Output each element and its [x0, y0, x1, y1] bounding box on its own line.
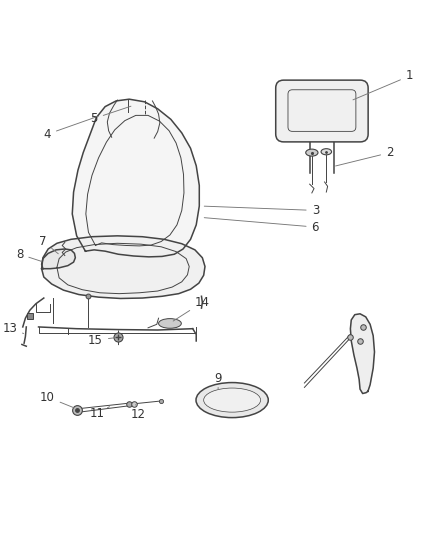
Text: 13: 13 — [2, 322, 24, 335]
Ellipse shape — [204, 388, 261, 412]
Text: 3: 3 — [204, 204, 319, 217]
Ellipse shape — [196, 383, 268, 418]
Ellipse shape — [159, 319, 181, 328]
Text: 1: 1 — [353, 69, 413, 100]
Text: 5: 5 — [91, 106, 131, 125]
Polygon shape — [72, 99, 199, 257]
FancyBboxPatch shape — [288, 90, 356, 131]
Polygon shape — [42, 236, 205, 298]
Ellipse shape — [321, 149, 332, 155]
FancyBboxPatch shape — [276, 80, 368, 142]
Text: 15: 15 — [88, 334, 115, 346]
Polygon shape — [42, 249, 75, 269]
Text: 14: 14 — [173, 296, 210, 321]
Ellipse shape — [306, 149, 318, 156]
Text: 9: 9 — [214, 372, 222, 389]
Text: 7: 7 — [39, 235, 58, 254]
Text: 10: 10 — [40, 391, 74, 408]
Text: 8: 8 — [16, 248, 41, 261]
Text: 6: 6 — [204, 217, 319, 233]
Text: 2: 2 — [336, 146, 394, 166]
Text: 4: 4 — [43, 116, 98, 141]
Polygon shape — [350, 314, 374, 393]
Text: 11: 11 — [90, 407, 110, 419]
Text: 12: 12 — [131, 405, 145, 421]
